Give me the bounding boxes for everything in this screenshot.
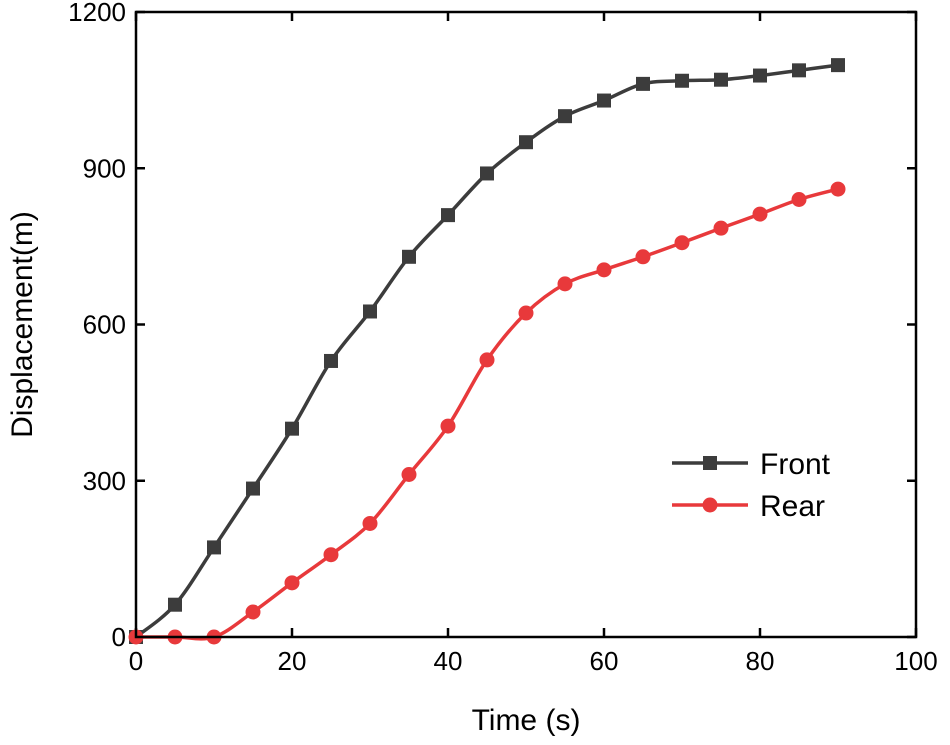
series-rear xyxy=(128,181,846,645)
data-point xyxy=(402,249,416,264)
x-tick-label: 60 xyxy=(590,646,619,676)
axis-ticks xyxy=(134,10,918,639)
data-point xyxy=(284,575,300,591)
data-point xyxy=(323,547,339,563)
x-tick-label: 40 xyxy=(434,646,463,676)
x-tick-label: 0 xyxy=(129,646,143,676)
tick-labels: 0 20 40 60 80 100 0 300 600 900 1200 xyxy=(68,0,938,676)
x-tick-label: 20 xyxy=(278,646,307,676)
data-point xyxy=(791,192,807,207)
y-tick-label: 900 xyxy=(83,153,126,183)
data-point xyxy=(245,604,261,620)
data-point xyxy=(752,206,768,222)
y-tick-label: 1200 xyxy=(68,0,126,27)
data-point xyxy=(168,597,182,612)
data-point xyxy=(713,220,729,236)
data-point xyxy=(792,63,806,78)
series-line-front xyxy=(134,63,839,639)
data-point xyxy=(207,540,221,555)
data-point xyxy=(479,352,495,368)
data-point xyxy=(635,249,651,265)
data-point xyxy=(830,181,846,197)
x-tick-label: 100 xyxy=(894,646,937,676)
data-point xyxy=(324,353,338,368)
data-point xyxy=(831,58,845,73)
data-point xyxy=(597,93,611,108)
legend-item-rear: Rear xyxy=(672,490,825,523)
data-point xyxy=(636,76,650,91)
data-point xyxy=(363,304,377,319)
data-point xyxy=(675,73,689,88)
data-point xyxy=(285,421,299,436)
series-layer xyxy=(128,58,846,645)
legend-marker xyxy=(702,497,718,513)
legend: Front Rear xyxy=(672,448,831,523)
data-point xyxy=(519,135,533,150)
y-tick-label: 600 xyxy=(83,310,126,340)
x-axis-title: Time (s) xyxy=(472,704,581,737)
data-point xyxy=(753,68,767,83)
legend-label: Front xyxy=(760,448,831,481)
y-tick-label: 0 xyxy=(112,622,126,652)
data-point xyxy=(440,418,456,434)
y-tick-label: 300 xyxy=(83,466,126,496)
data-point xyxy=(674,235,690,251)
legend-label: Rear xyxy=(760,490,825,523)
data-point xyxy=(518,305,534,321)
plot-frame xyxy=(134,10,918,639)
data-point xyxy=(596,262,612,278)
data-point xyxy=(401,467,417,482)
data-point xyxy=(441,208,455,223)
data-point xyxy=(480,166,494,181)
data-point xyxy=(558,109,572,124)
x-tick-label: 80 xyxy=(746,646,775,676)
data-point xyxy=(246,481,260,496)
data-point xyxy=(362,515,378,531)
y-axis-title: Displacement(m) xyxy=(6,211,39,438)
data-point xyxy=(714,72,728,87)
series-line-rear xyxy=(136,187,839,641)
legend-marker xyxy=(703,456,717,470)
data-point xyxy=(557,276,573,292)
legend-item-front: Front xyxy=(672,448,831,481)
series-front xyxy=(129,58,845,644)
